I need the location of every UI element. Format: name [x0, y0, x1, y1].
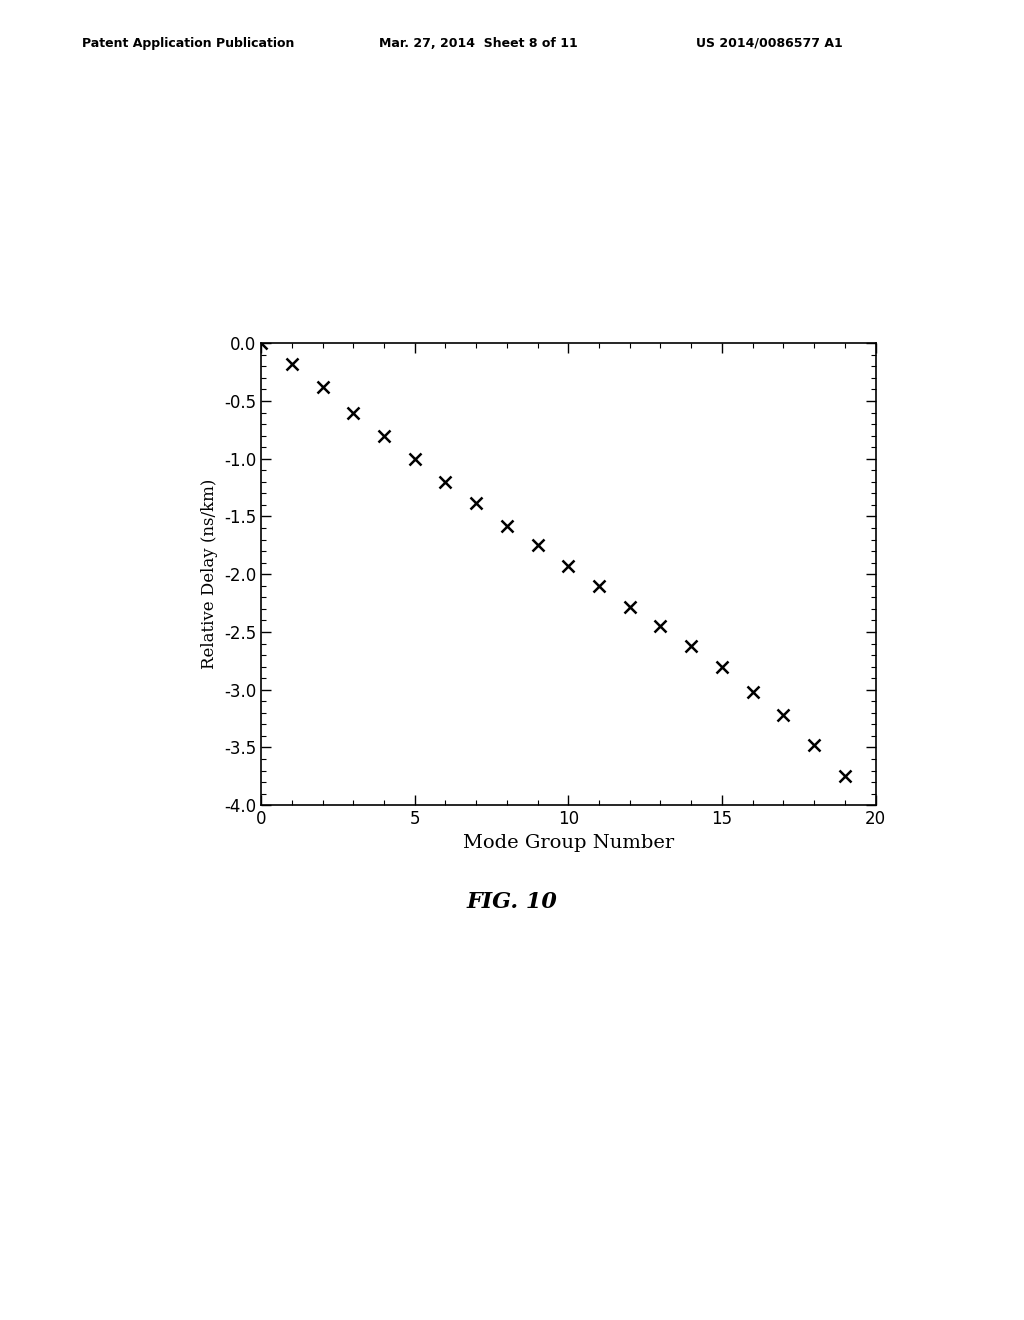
Text: Patent Application Publication: Patent Application Publication	[82, 37, 294, 50]
Text: US 2014/0086577 A1: US 2014/0086577 A1	[696, 37, 843, 50]
X-axis label: Mode Group Number: Mode Group Number	[463, 834, 674, 851]
Text: FIG. 10: FIG. 10	[467, 891, 557, 913]
Text: Mar. 27, 2014  Sheet 8 of 11: Mar. 27, 2014 Sheet 8 of 11	[379, 37, 578, 50]
Y-axis label: Relative Delay (ns/km): Relative Delay (ns/km)	[202, 479, 218, 669]
